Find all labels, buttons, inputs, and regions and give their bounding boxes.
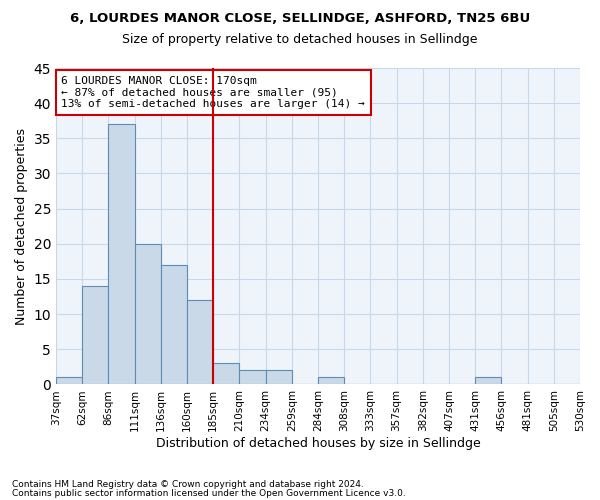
- Y-axis label: Number of detached properties: Number of detached properties: [15, 128, 28, 324]
- Text: Contains HM Land Registry data © Crown copyright and database right 2024.: Contains HM Land Registry data © Crown c…: [12, 480, 364, 489]
- Bar: [318, 378, 344, 384]
- Text: Size of property relative to detached houses in Sellindge: Size of property relative to detached ho…: [122, 32, 478, 46]
- Bar: [109, 124, 134, 384]
- Text: Contains public sector information licensed under the Open Government Licence v3: Contains public sector information licen…: [12, 488, 406, 498]
- X-axis label: Distribution of detached houses by size in Sellindge: Distribution of detached houses by size …: [155, 437, 481, 450]
- Bar: [239, 370, 266, 384]
- Bar: [475, 378, 502, 384]
- Bar: [213, 364, 239, 384]
- Bar: [187, 300, 213, 384]
- Bar: [56, 378, 82, 384]
- Bar: [266, 370, 292, 384]
- Bar: [134, 244, 161, 384]
- Text: 6, LOURDES MANOR CLOSE, SELLINDGE, ASHFORD, TN25 6BU: 6, LOURDES MANOR CLOSE, SELLINDGE, ASHFO…: [70, 12, 530, 26]
- Bar: [82, 286, 109, 384]
- Bar: [161, 265, 187, 384]
- Text: 6 LOURDES MANOR CLOSE: 170sqm
← 87% of detached houses are smaller (95)
13% of s: 6 LOURDES MANOR CLOSE: 170sqm ← 87% of d…: [61, 76, 365, 109]
